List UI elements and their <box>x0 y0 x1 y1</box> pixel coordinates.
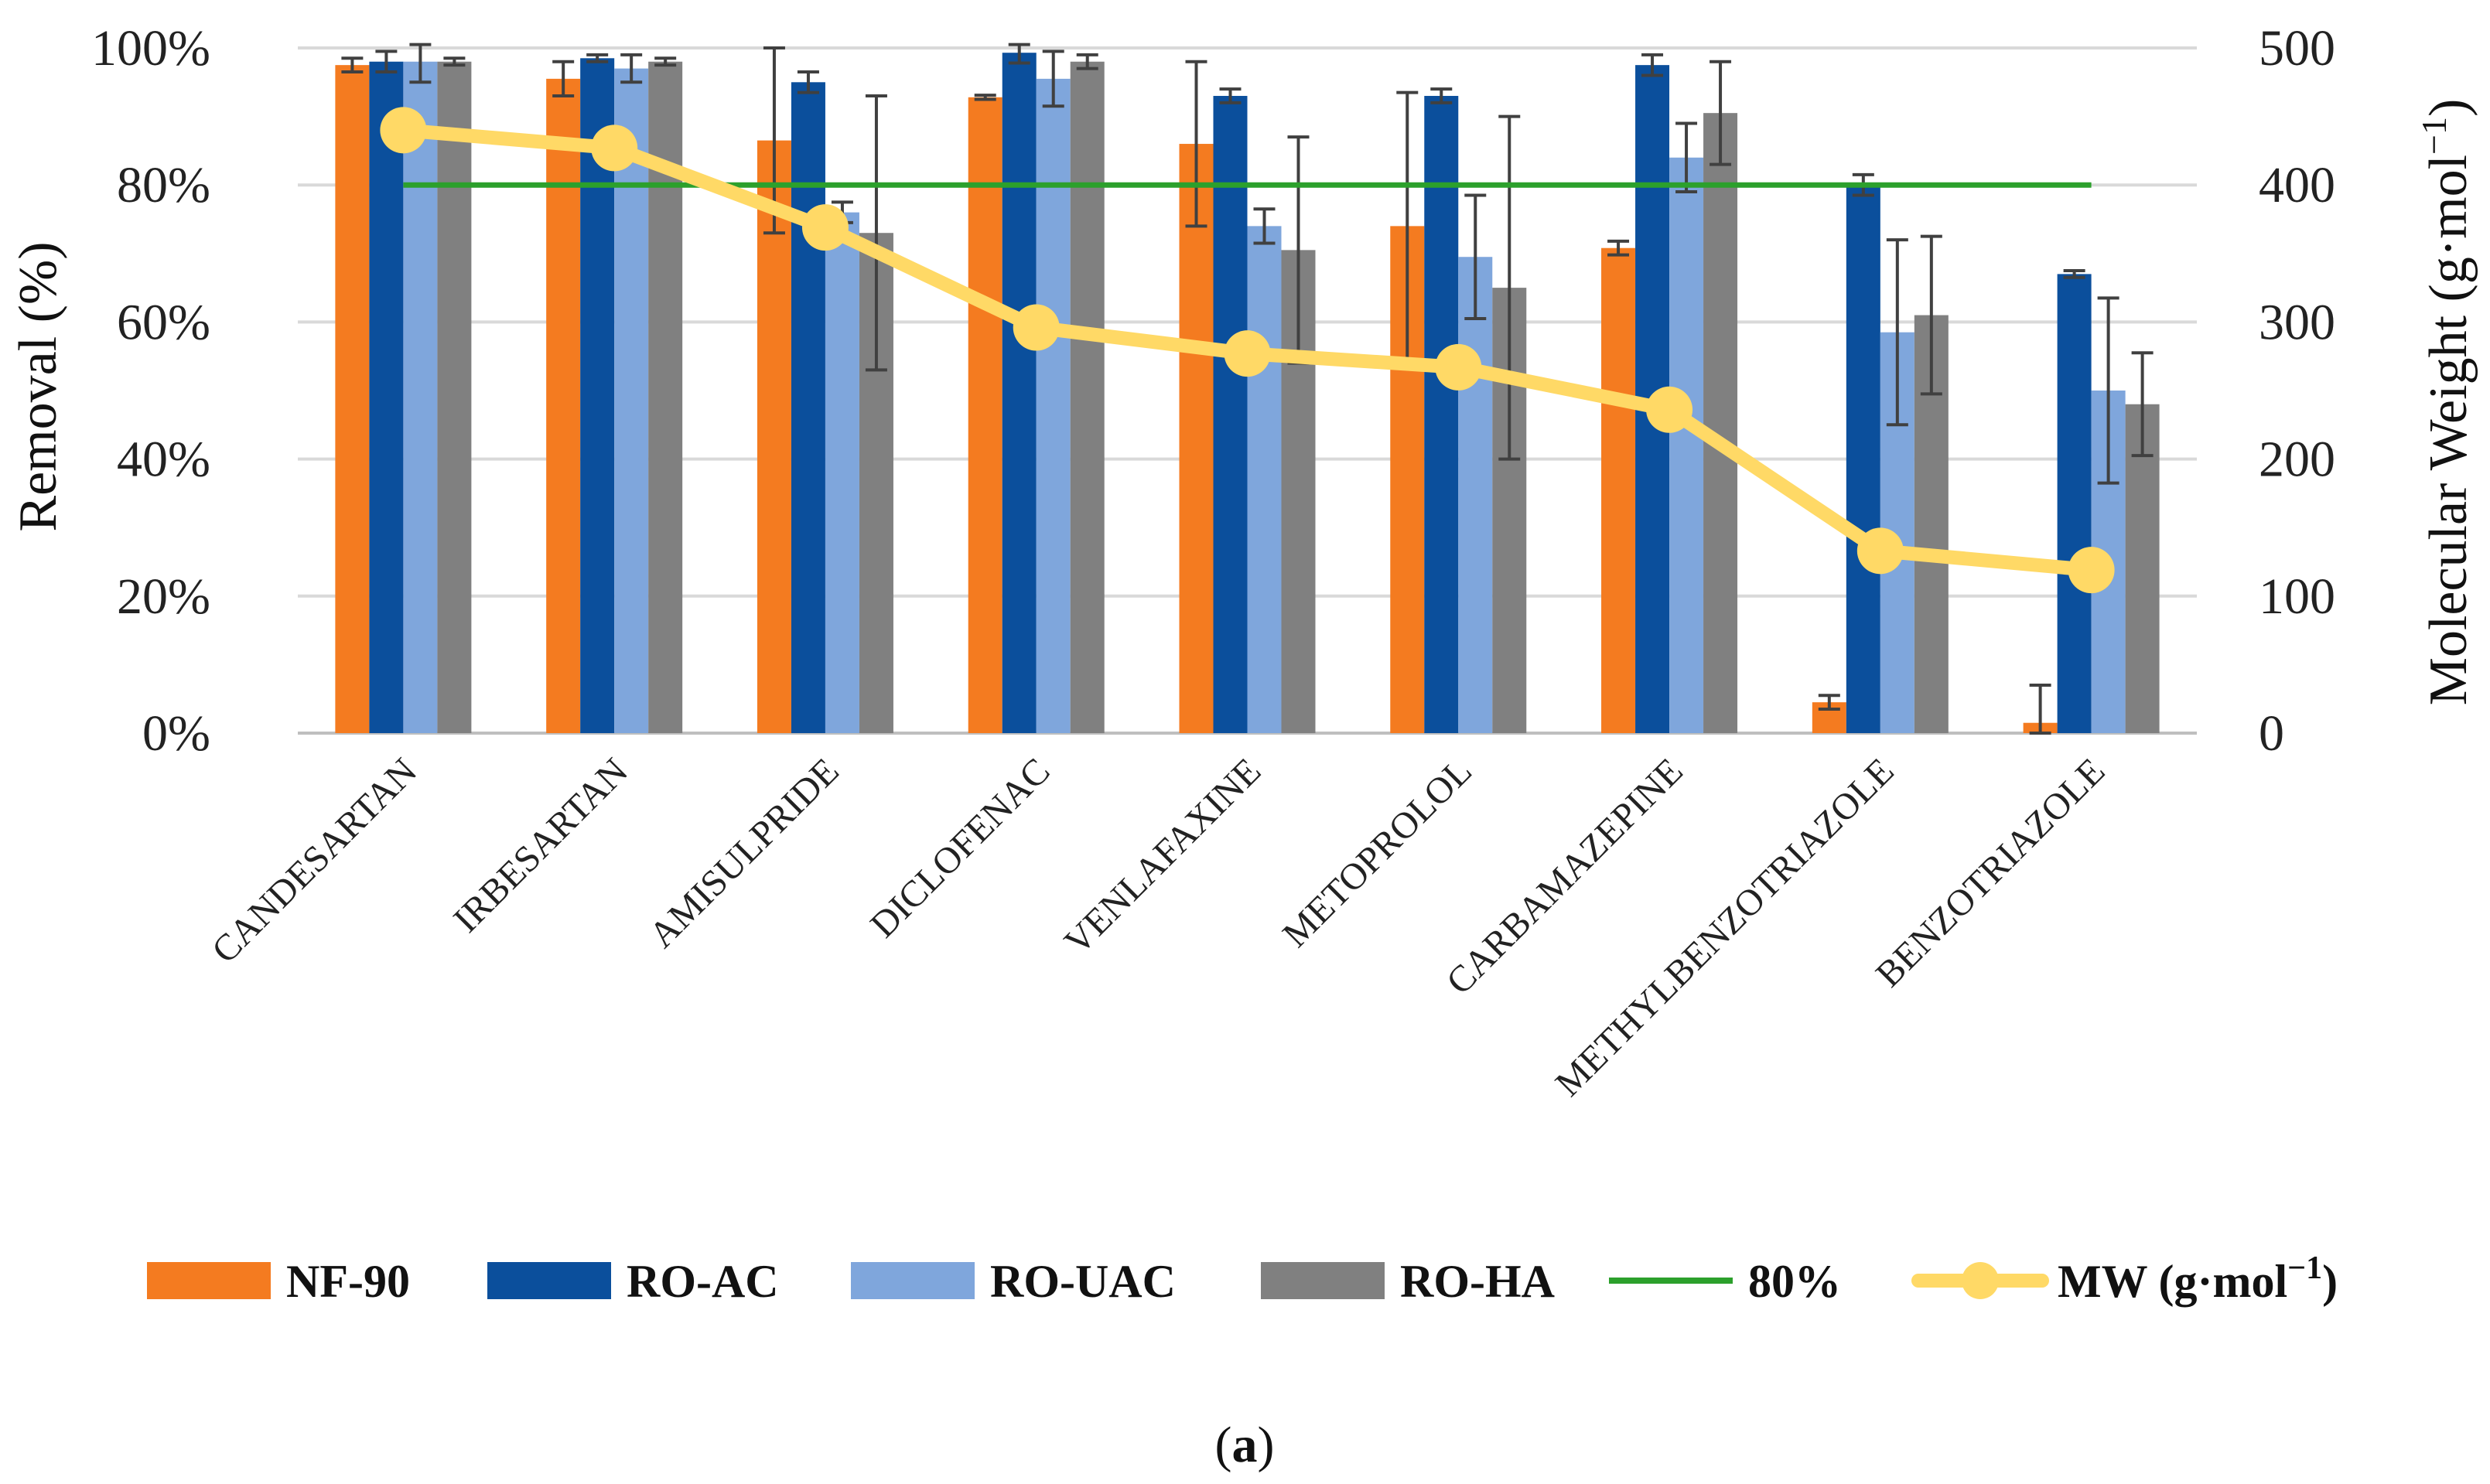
legend-swatch-ro-uac <box>851 1262 975 1299</box>
category-label-candesartan: CANDESARTAN <box>204 750 425 971</box>
bar-ro-ac-candesartan <box>369 61 404 734</box>
y-tick-label: 80% <box>117 157 210 213</box>
bar-ro-ac-irbesartan <box>580 58 615 734</box>
y-tick-label: 60% <box>117 294 210 350</box>
category-label-irbesartan: IRBESARTAN <box>446 750 636 940</box>
bars <box>335 53 2160 734</box>
y2-tick-label: 500 <box>2259 20 2335 77</box>
bar-ro-ha-carbamazepine <box>1703 113 1738 734</box>
category-label-carbamazepine: CARBAMAZEPINE <box>1439 750 1691 1002</box>
y2-tick-label: 0 <box>2259 705 2284 762</box>
y-tick-label: 40% <box>117 432 210 488</box>
y2-axis-title: Molecular Weight (g·mol−1) <box>2414 99 2478 706</box>
category-label-amisulpride: AMISULPRIDE <box>641 750 847 956</box>
category-label-metoprolol: METOPROLOL <box>1275 750 1480 955</box>
y-tick-label: 100% <box>91 20 210 77</box>
line-series <box>380 107 2115 594</box>
y-tick-label: 20% <box>117 568 210 625</box>
bar-nf-90-irbesartan <box>546 78 581 734</box>
y2-tick-label: 400 <box>2259 157 2335 213</box>
bar-ro-ac-benzotriazole <box>2057 274 2092 733</box>
legend-label-80: 80% <box>1748 1256 1841 1307</box>
bar-ro-ha-candesartan <box>437 61 472 734</box>
category-label-benzotriazole: BENZOTRIAZOLE <box>1868 750 2113 994</box>
mw-point-candesartan <box>380 107 427 154</box>
y-tick-labels: 0% 20% 40% 60% 80% 100% <box>91 20 210 762</box>
bar-nf-90-venlafaxine <box>1179 144 1214 734</box>
bar-ro-uac-carbamazepine <box>1669 157 1704 733</box>
mw-point-amisulpride <box>801 204 849 251</box>
bar-ro-uac-candesartan <box>403 61 438 734</box>
bar-ro-uac-metoprolol <box>1458 257 1493 734</box>
bar-nf-90-candesartan <box>335 65 370 733</box>
bar-ro-ha-diclofenac <box>1070 61 1105 734</box>
mw-point-methylbenzotriazole <box>1856 527 1904 575</box>
bar-ro-ac-diclofenac <box>1002 53 1037 733</box>
mw-point-diclofenac <box>1013 304 1060 351</box>
figure-caption: (a) <box>1215 1417 1275 1473</box>
bar-nf-90-carbamazepine <box>1601 247 1636 733</box>
legend-swatch-nf-90 <box>147 1262 271 1299</box>
category-labels: CANDESARTAN IRBESARTAN AMISULPRIDE DICLOFEN… <box>204 750 2113 1104</box>
legend-label-nf-90: NF-90 <box>286 1256 410 1307</box>
y-axis-title: Removal (%) <box>9 241 68 531</box>
bar-ro-uac-diclofenac <box>1036 78 1071 734</box>
category-label-diclofenac: DICLOFENAC <box>862 750 1057 945</box>
mw-point-benzotriazole <box>2068 547 2115 594</box>
bar-ro-ac-amisulpride <box>791 82 825 734</box>
y-tick-label: 0% <box>142 705 210 762</box>
category-label-venlafaxine: VENLAFAXINE <box>1057 750 1269 962</box>
bar-ro-ha-benzotriazole <box>2125 404 2160 733</box>
legend-label-ro-ha: RO-HA <box>1400 1256 1555 1307</box>
legend-label-ro-uac: RO-UAC <box>990 1256 1176 1307</box>
bar-nf-90-amisulpride <box>757 140 791 734</box>
legend-label-mw: MW (g·mol−1) <box>2058 1250 2338 1307</box>
y2-tick-label: 100 <box>2259 568 2335 625</box>
bar-nf-90-diclofenac <box>968 97 1002 734</box>
legend: NF-90 RO-AC RO-UAC RO-HA 80% MW (g·mol−1… <box>147 1250 2338 1307</box>
mw-point-metoprolol <box>1435 343 1482 391</box>
bar-ro-uac-venlafaxine <box>1247 226 1282 733</box>
y2-tick-label: 300 <box>2259 294 2335 350</box>
bar-ro-ac-metoprolol <box>1424 96 1459 733</box>
category-label-methylbenzotriazole: METHYLBENZOTRIAZOLE <box>1548 750 1902 1104</box>
legend-marker-mw <box>1962 1262 1999 1299</box>
mw-point-venlafaxine <box>1224 330 1271 377</box>
y2-tick-labels: 0 100 200 300 400 500 <box>2259 20 2335 762</box>
bar-ro-ac-methylbenzotriazole <box>1846 185 1880 733</box>
mw-point-carbamazepine <box>1646 386 1693 433</box>
legend-swatch-ro-ha <box>1261 1262 1385 1299</box>
legend-swatch-ro-ac <box>487 1262 611 1299</box>
bar-ro-uac-amisulpride <box>825 212 859 733</box>
mw-point-irbesartan <box>591 125 638 172</box>
bar-ro-uac-irbesartan <box>614 68 649 733</box>
y2-tick-label: 200 <box>2259 432 2335 488</box>
bar-ro-ac-venlafaxine <box>1213 96 1248 733</box>
legend-label-ro-ac: RO-AC <box>627 1256 779 1307</box>
